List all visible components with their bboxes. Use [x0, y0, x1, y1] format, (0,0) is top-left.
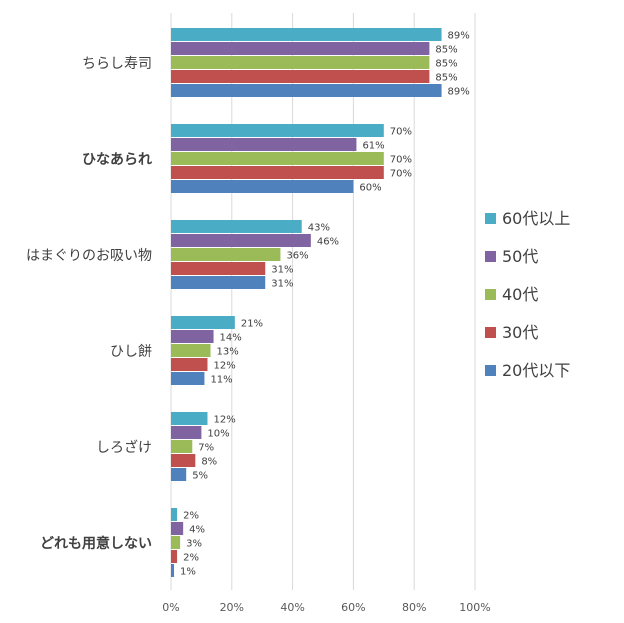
bar: [171, 536, 181, 549]
category-label: はまぐりのお吸い物: [26, 248, 152, 264]
x-tick-label: 100%: [459, 601, 490, 614]
bar: [171, 138, 357, 151]
data-label: 85%: [435, 59, 457, 70]
category-label: ちらし寿司: [82, 55, 152, 72]
legend-label: 50代: [502, 247, 538, 266]
data-labels: 89% 85% 85% 85% 89% 70% 61% 70% 70% 60% 43% 46% 36% 3…: [180, 31, 470, 578]
legend-swatch: [485, 365, 496, 376]
bar: [171, 220, 302, 233]
data-label: 11%: [210, 375, 232, 386]
data-label: 8%: [201, 457, 217, 468]
category-label: しろざけ: [96, 439, 152, 456]
bar: [171, 152, 384, 165]
bar: [171, 180, 354, 193]
legend-swatch: [485, 251, 496, 262]
x-tick-label: 0%: [162, 601, 179, 614]
data-label: 70%: [390, 155, 412, 166]
data-label: 89%: [448, 87, 470, 98]
bar: [171, 28, 442, 41]
data-label: 5%: [192, 471, 208, 482]
data-label: 1%: [180, 567, 196, 578]
legend-swatch: [485, 289, 496, 300]
data-label: 10%: [207, 429, 229, 440]
category-label: ひなあられ: [82, 152, 152, 168]
bar: [171, 412, 208, 425]
legend-label: 20代以下: [502, 361, 570, 380]
bar: [171, 358, 208, 371]
legend-swatch: [485, 213, 496, 224]
grid-lines: [170, 13, 476, 590]
data-label: 61%: [362, 141, 384, 152]
x-tick-label: 60%: [341, 601, 365, 614]
bar: [171, 372, 205, 385]
x-tick-label: 20%: [220, 601, 244, 614]
bar: [171, 84, 442, 97]
bar: [171, 454, 196, 467]
bar: [171, 316, 235, 329]
data-label: 70%: [390, 169, 412, 180]
data-label: 36%: [286, 251, 308, 262]
legend-label: 60代以上: [502, 209, 570, 228]
data-label: 21%: [241, 319, 263, 330]
bar: [171, 262, 266, 275]
data-label: 2%: [183, 511, 199, 522]
data-label: 60%: [359, 183, 381, 194]
bar: [171, 330, 214, 343]
bar: [171, 166, 384, 179]
category-label: どれも用意しない: [40, 535, 152, 552]
legend-swatch: [485, 327, 496, 338]
data-label: 2%: [183, 553, 199, 564]
data-label: 13%: [217, 347, 239, 358]
bar: [171, 564, 175, 577]
bar: [171, 522, 184, 535]
data-label: 14%: [220, 333, 242, 344]
bar: [171, 234, 311, 247]
legend-label: 30代: [502, 323, 538, 342]
x-tick-label: 80%: [402, 601, 426, 614]
data-label: 85%: [435, 73, 457, 84]
category-label: ひし餅: [110, 343, 152, 360]
data-label: 4%: [189, 525, 205, 536]
data-label: 85%: [435, 45, 457, 56]
bar: [171, 42, 430, 55]
data-label: 31%: [271, 265, 293, 276]
data-label: 12%: [213, 361, 235, 372]
data-label: 3%: [186, 539, 202, 550]
data-label: 43%: [308, 223, 330, 234]
bar: [171, 426, 202, 439]
x-tick-label: 40%: [280, 601, 304, 614]
bar-group: [171, 28, 442, 577]
bar: [171, 124, 384, 137]
x-tick-labels: 0% 20% 40% 60% 80% 100%: [162, 601, 490, 614]
data-label: 12%: [213, 415, 235, 426]
bar: [171, 248, 281, 261]
legend: 60代以上 50代 40代 30代 20代以下: [485, 209, 570, 380]
bar: [171, 508, 178, 521]
bar: [171, 344, 211, 357]
bar: [171, 276, 266, 289]
data-label: 70%: [390, 127, 412, 138]
data-label: 7%: [198, 443, 214, 454]
data-label: 46%: [317, 237, 339, 248]
bar: [171, 70, 430, 83]
data-label: 31%: [271, 279, 293, 290]
bar: [171, 56, 430, 69]
bar: [171, 468, 187, 481]
bar: [171, 550, 178, 563]
data-label: 89%: [448, 31, 470, 42]
legend-label: 40代: [502, 285, 538, 304]
bar: [171, 440, 193, 453]
